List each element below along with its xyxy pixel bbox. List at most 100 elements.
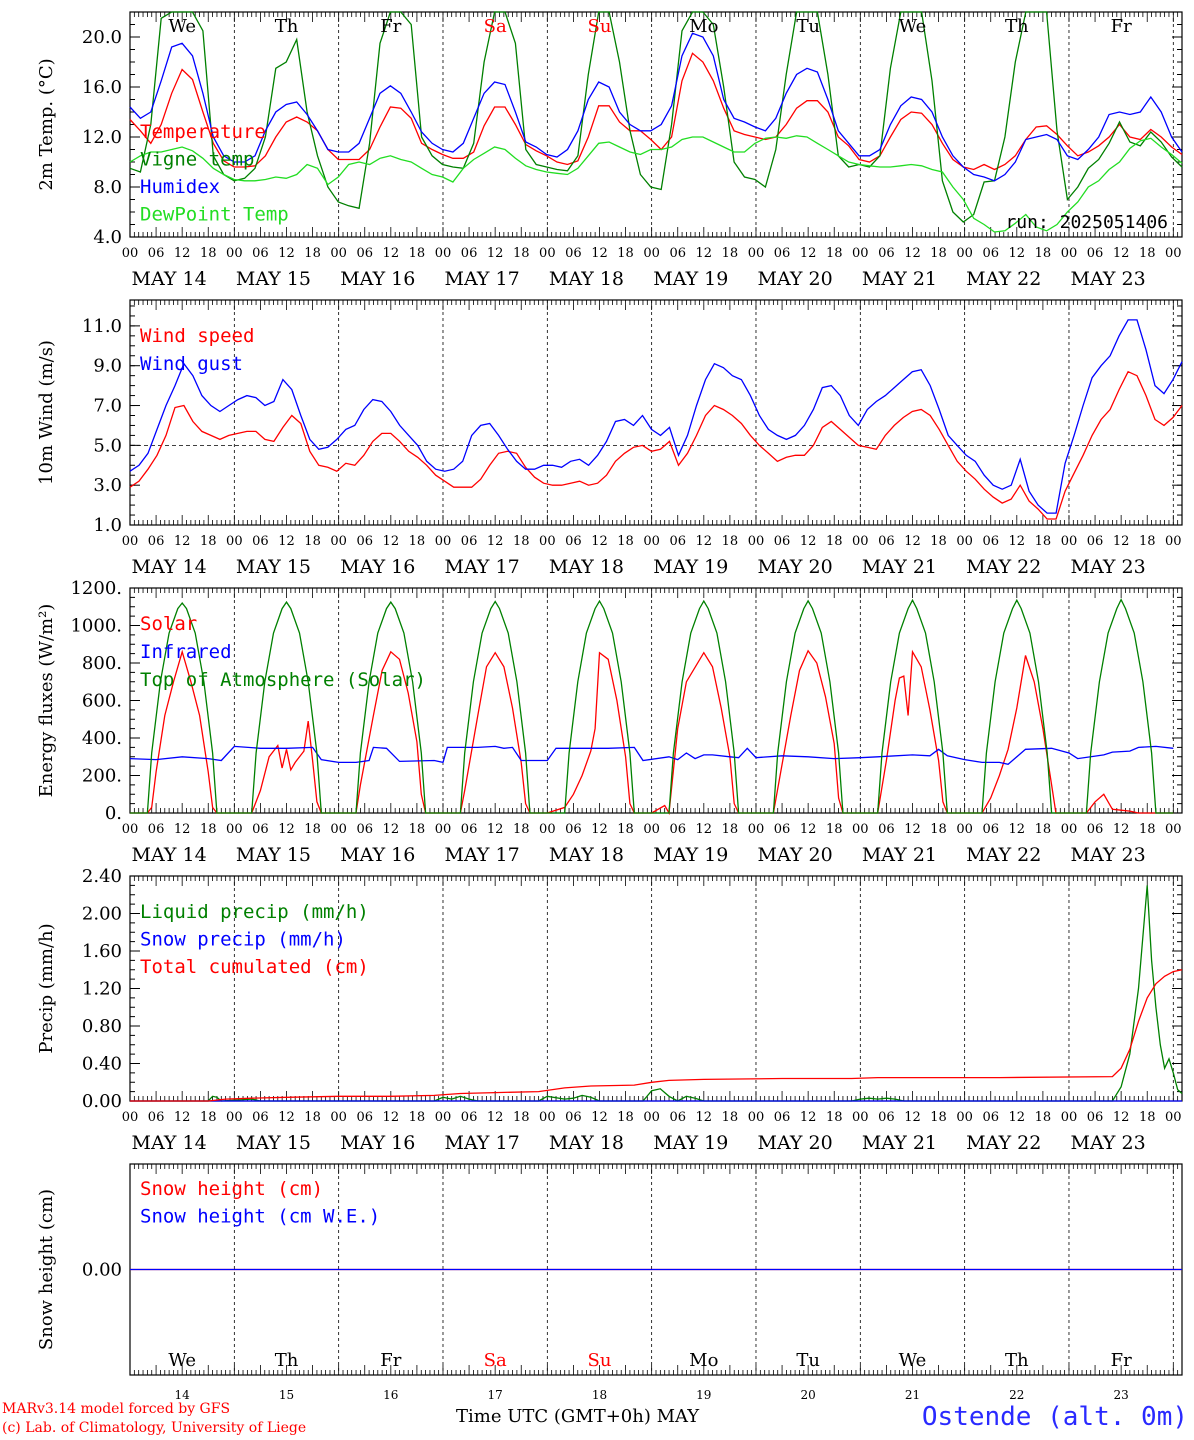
hour-label: 06	[356, 1110, 373, 1125]
hour-label: 12	[278, 822, 295, 837]
hour-label: 06	[148, 534, 165, 549]
hour-label: 18	[304, 1110, 321, 1125]
hour-label: 12	[487, 246, 504, 261]
hour-label: 06	[461, 246, 478, 261]
weekday-label: Fr	[380, 16, 401, 37]
hour-label: 00	[539, 1110, 556, 1125]
hour-label: 12	[1113, 246, 1130, 261]
y-tick-label: 9.0	[93, 356, 122, 377]
series-line-dewpoint-temp	[129, 135, 1183, 233]
series-line-humidex	[129, 32, 1183, 182]
hour-label: 18	[1035, 1110, 1052, 1125]
hour-label: 00	[956, 534, 973, 549]
hour-label: 00	[956, 246, 973, 261]
hour-label: 06	[148, 822, 165, 837]
hour-label: 18	[304, 822, 321, 837]
hour-label: 12	[904, 822, 921, 837]
weekday-label: Mo	[689, 1350, 718, 1371]
weekday-label: Su	[588, 1350, 612, 1371]
hour-label: 06	[774, 246, 791, 261]
hour-label: 18	[409, 822, 426, 837]
hour-label: 00	[1165, 246, 1182, 261]
hour-label: 06	[982, 822, 999, 837]
hour-label: 18	[200, 534, 217, 549]
hour-label: 18	[826, 1110, 843, 1125]
weekday-label: Tu	[796, 1350, 820, 1371]
y-tick-label: 0.00	[82, 1091, 122, 1112]
y-axis-label: 10m Wind (m/s)	[36, 340, 57, 485]
weekday-label: Fr	[1111, 1350, 1132, 1371]
hour-label: 00	[1061, 822, 1078, 837]
y-tick-label: 1200.	[70, 578, 122, 599]
day-number: 17	[488, 1388, 503, 1402]
date-label: MAY 19	[653, 844, 728, 866]
hour-label: 00	[852, 1110, 869, 1125]
hour-label: 12	[278, 1110, 295, 1125]
date-label: MAY 19	[653, 1132, 728, 1154]
hour-label: 12	[174, 534, 191, 549]
hour-label: 18	[1139, 246, 1156, 261]
hour-label: 00	[122, 246, 139, 261]
hour-label: 18	[1139, 1110, 1156, 1125]
y-tick-label: 11.0	[82, 316, 122, 337]
hour-label: 18	[617, 1110, 634, 1125]
hour-label: 00	[122, 1110, 139, 1125]
legend-entry: Snow height (cm W.E.)	[140, 1206, 380, 1228]
hour-label: 18	[722, 534, 739, 549]
hour-label: 12	[904, 1110, 921, 1125]
hour-label: 12	[696, 822, 713, 837]
legend-entry: Total cumulated (cm)	[140, 956, 369, 978]
legend-entry: Wind gust	[140, 353, 243, 375]
hour-label: 06	[461, 1110, 478, 1125]
hour-label: 00	[1061, 534, 1078, 549]
hour-label: 06	[669, 1110, 686, 1125]
hour-label: 18	[304, 246, 321, 261]
weekday-label: We	[168, 16, 196, 37]
hour-label: 00	[748, 534, 765, 549]
hour-label: 00	[852, 822, 869, 837]
date-label: MAY 22	[966, 556, 1041, 578]
hour-label: 00	[330, 246, 347, 261]
hour-label: 06	[982, 246, 999, 261]
hour-label: 12	[800, 534, 817, 549]
date-label: MAY 20	[758, 556, 833, 578]
x-minor-ticks	[129, 12, 1183, 237]
hour-label: 18	[200, 246, 217, 261]
hour-label: 12	[487, 822, 504, 837]
hour-label: 12	[383, 1110, 400, 1125]
series-line-wind-gust	[129, 319, 1183, 514]
y-tick-label: 8.0	[93, 177, 122, 198]
date-label: MAY 19	[653, 556, 728, 578]
legend-entry: Liquid precip (mm/h)	[140, 901, 369, 923]
day-number: 23	[1113, 1388, 1128, 1402]
hour-label: 06	[252, 822, 269, 837]
hour-label: 00	[643, 822, 660, 837]
weekday-label: Th	[1005, 1350, 1029, 1371]
hour-label: 00	[226, 1110, 243, 1125]
run-annotation: run: 2025051406	[1005, 212, 1168, 233]
hour-label: 06	[461, 534, 478, 549]
hour-label: 06	[565, 822, 582, 837]
hour-label: 06	[252, 1110, 269, 1125]
y-tick-label: 0.80	[82, 1016, 122, 1037]
lab-credit: (c) Lab. of Climatology, University of L…	[2, 1420, 307, 1436]
hour-label: 18	[930, 246, 947, 261]
y-tick-label: 2.00	[82, 904, 122, 925]
hour-label: 18	[1035, 246, 1052, 261]
hour-label: 00	[226, 822, 243, 837]
hour-label: 18	[617, 822, 634, 837]
hour-label: 12	[800, 1110, 817, 1125]
y-tick-label: 20.0	[82, 27, 122, 48]
weekday-label: Th	[1005, 16, 1029, 37]
weekday-label: Sa	[484, 16, 507, 37]
date-label: MAY 18	[549, 844, 624, 866]
hour-label: 18	[409, 534, 426, 549]
weekday-label: Th	[275, 1350, 299, 1371]
date-label: MAY 23	[1071, 844, 1146, 866]
hour-label: 06	[252, 246, 269, 261]
hour-label: 00	[748, 1110, 765, 1125]
y-tick-label: 1.60	[82, 941, 122, 962]
hour-label: 18	[1035, 534, 1052, 549]
date-label: MAY 14	[132, 556, 207, 578]
hour-label: 00	[330, 534, 347, 549]
